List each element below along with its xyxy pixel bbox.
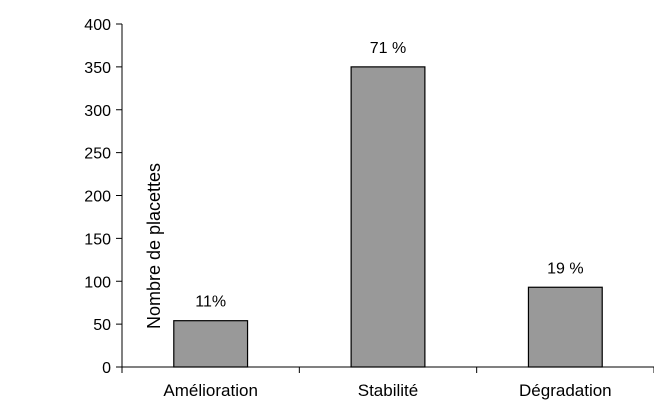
x-category-label: Stabilité (358, 381, 418, 400)
y-tick-label: 350 (84, 60, 111, 77)
bar-1 (350, 66, 426, 368)
y-tick-label: 400 (84, 17, 111, 34)
bar-data-label: 71 % (370, 40, 406, 57)
x-category-label: Dégradation (519, 381, 612, 400)
y-axis-title: Nombre de placettes (144, 163, 164, 329)
x-axis: Amélioration Stabilité Dégradation (121, 366, 654, 400)
y-tick-label: 200 (84, 189, 111, 206)
y-tick-label: 300 (84, 103, 111, 120)
x-category-label: Amélioration (163, 381, 258, 400)
bar-data-label: 11% (195, 294, 226, 311)
data-labels: 11% 71 % 19 % (195, 40, 583, 311)
y-axis: 0 50 100 150 200 250 300 350 400 (84, 17, 123, 377)
y-tick-label: 50 (93, 317, 111, 334)
y-tick-label: 250 (84, 146, 111, 163)
bar-0 (173, 320, 249, 368)
bars (173, 66, 603, 368)
y-tick-label: 100 (84, 274, 111, 291)
bar-2 (527, 286, 603, 368)
y-tick-label: 0 (102, 360, 111, 377)
y-tick-label: 150 (84, 231, 111, 248)
bar-data-label: 19 % (547, 260, 583, 277)
